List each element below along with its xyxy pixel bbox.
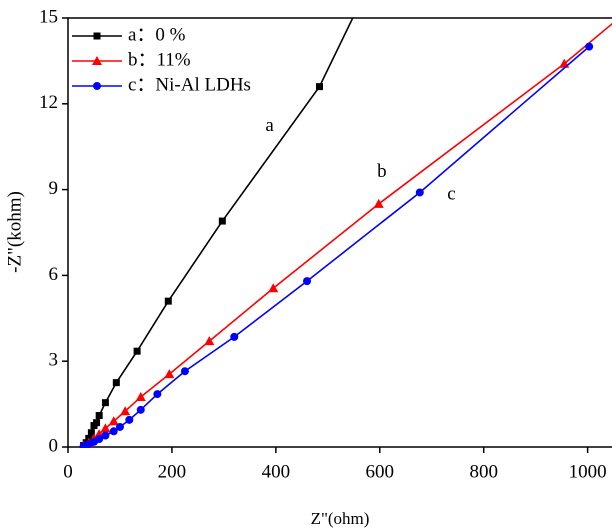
marker	[95, 434, 104, 443]
marker	[112, 379, 120, 387]
marker	[87, 429, 95, 437]
legend-label: b：11%	[128, 49, 191, 70]
marker	[100, 423, 111, 433]
series-line	[82, 18, 354, 447]
y-tick-label: 0	[49, 435, 59, 456]
marker	[585, 42, 594, 51]
y-tick-label: 9	[49, 178, 59, 199]
annotation: b	[377, 161, 387, 182]
marker	[120, 406, 131, 416]
marker	[303, 277, 312, 286]
marker	[92, 56, 102, 65]
marker	[135, 391, 146, 401]
marker	[93, 82, 101, 90]
annotation: c	[447, 184, 455, 205]
x-axis-label: Z"(ohm)	[311, 509, 370, 528]
plot-frame	[67, 17, 612, 448]
x-tick-label: 1000	[569, 461, 607, 482]
marker	[136, 405, 145, 414]
marker	[230, 332, 239, 341]
x-tick-label: 400	[262, 461, 291, 482]
marker	[153, 390, 162, 399]
marker	[125, 415, 134, 424]
marker	[101, 399, 109, 407]
marker	[109, 427, 118, 436]
x-tick-label: 800	[469, 461, 498, 482]
marker	[315, 83, 323, 91]
marker	[268, 283, 279, 293]
x-tick-label: 600	[366, 461, 395, 482]
marker	[93, 419, 101, 427]
marker	[415, 188, 424, 197]
y-tick-label: 12	[39, 92, 58, 113]
marker	[164, 369, 175, 379]
legend-label: c：Ni-Al LDHs	[128, 74, 251, 95]
marker	[164, 297, 172, 305]
marker	[218, 217, 226, 225]
marker	[180, 367, 189, 376]
y-axis-label: -Z"(kohm)	[4, 191, 25, 273]
marker	[373, 198, 384, 208]
y-tick-label: 6	[49, 264, 59, 285]
x-tick-label: 0	[63, 461, 73, 482]
marker	[133, 347, 141, 355]
marker	[204, 336, 215, 346]
marker	[95, 412, 103, 420]
marker	[101, 431, 110, 440]
plot-area	[79, 18, 612, 448]
x-tick-label: 200	[158, 461, 187, 482]
legend-label: a：0 %	[128, 24, 186, 45]
annotation: a	[265, 115, 274, 136]
marker	[115, 422, 124, 431]
y-tick-label: 3	[49, 350, 59, 371]
marker	[108, 416, 119, 426]
marker	[93, 32, 101, 40]
series-line	[83, 45, 590, 447]
y-tick-label: 15	[39, 6, 58, 27]
